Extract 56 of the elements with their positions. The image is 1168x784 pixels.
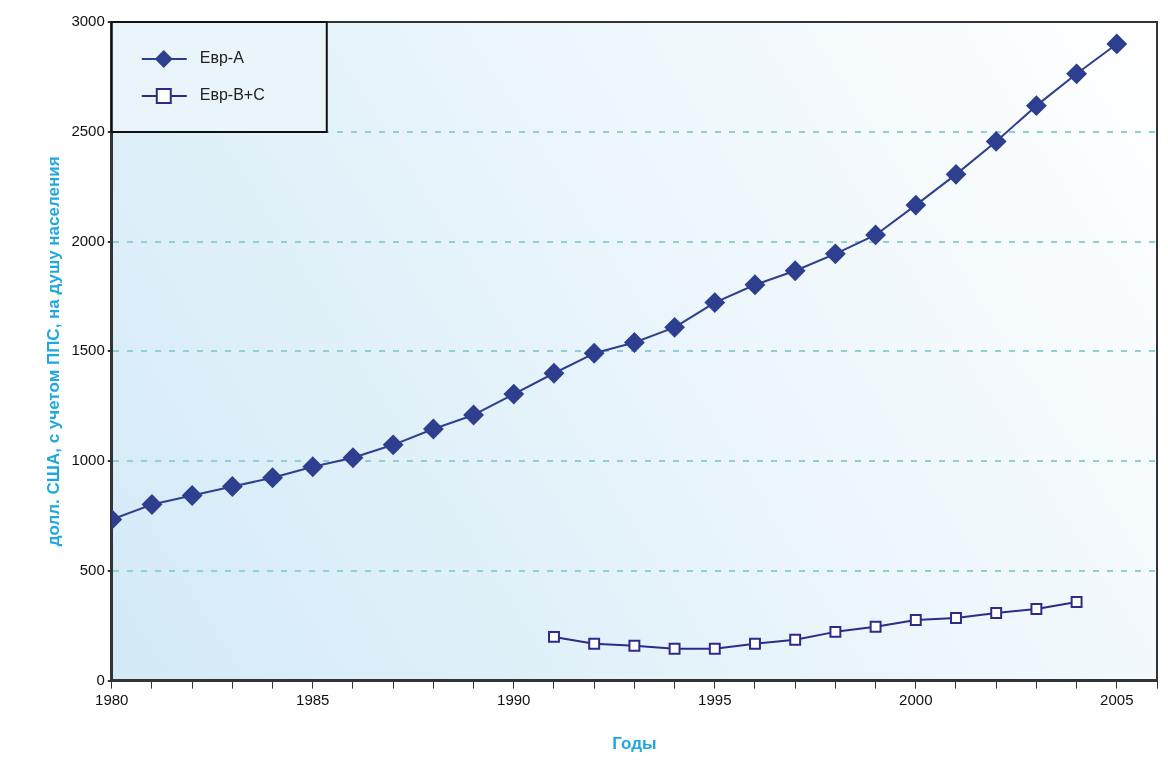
y-tick-label: 2000: [71, 231, 105, 249]
point: [744, 274, 765, 295]
y-axis-title: долл. США, с учетом ППС, на душу населения: [43, 156, 63, 547]
y-tick-label: 1000: [71, 451, 105, 469]
point: [1070, 596, 1083, 608]
point: [543, 363, 564, 384]
x-tick-label: 2005: [1100, 690, 1134, 708]
y-tick-label: 0: [96, 670, 105, 688]
y-tick-label: 500: [79, 560, 105, 578]
point: [628, 639, 641, 652]
x-axis-title: Годы: [612, 734, 657, 754]
point: [789, 633, 802, 646]
y-tick-label: 3000: [71, 12, 105, 30]
point: [262, 467, 283, 488]
point: [222, 476, 243, 497]
point: [383, 434, 404, 455]
point: [704, 292, 725, 313]
point: [423, 419, 444, 440]
point: [785, 260, 806, 281]
point: [1026, 95, 1047, 116]
point: [668, 642, 681, 655]
x-tick-label: 1985: [296, 690, 330, 708]
point: [986, 131, 1007, 152]
x-tick-label: 1980: [95, 690, 129, 708]
legend-label: Евр-A: [199, 49, 245, 67]
point: [503, 384, 524, 405]
point: [749, 637, 761, 650]
x-tick-label: 2000: [899, 690, 933, 708]
point: [548, 630, 560, 643]
point: [1066, 63, 1087, 84]
point: [950, 612, 962, 624]
point: [990, 607, 1003, 619]
point: [905, 195, 926, 216]
point: [1030, 603, 1043, 615]
point: [141, 494, 162, 515]
point: [463, 404, 484, 425]
point: [708, 642, 721, 655]
point: [865, 224, 886, 245]
point: [588, 637, 601, 650]
point: [302, 456, 323, 477]
x-tick-label: 1995: [698, 690, 732, 708]
point: [624, 332, 645, 353]
point: [182, 485, 203, 506]
point: [825, 243, 846, 264]
point: [584, 343, 605, 364]
point: [342, 447, 363, 468]
point: [664, 317, 685, 338]
point: [829, 625, 842, 638]
y-tick-label: 2500: [71, 121, 105, 139]
point: [909, 614, 922, 626]
point: [1106, 33, 1127, 54]
point: [945, 164, 966, 185]
point: [869, 620, 882, 633]
y-tick-label: 1500: [71, 341, 105, 359]
legend-label: Евр-B+C: [199, 86, 265, 104]
x-tick-label: 1990: [497, 690, 531, 708]
